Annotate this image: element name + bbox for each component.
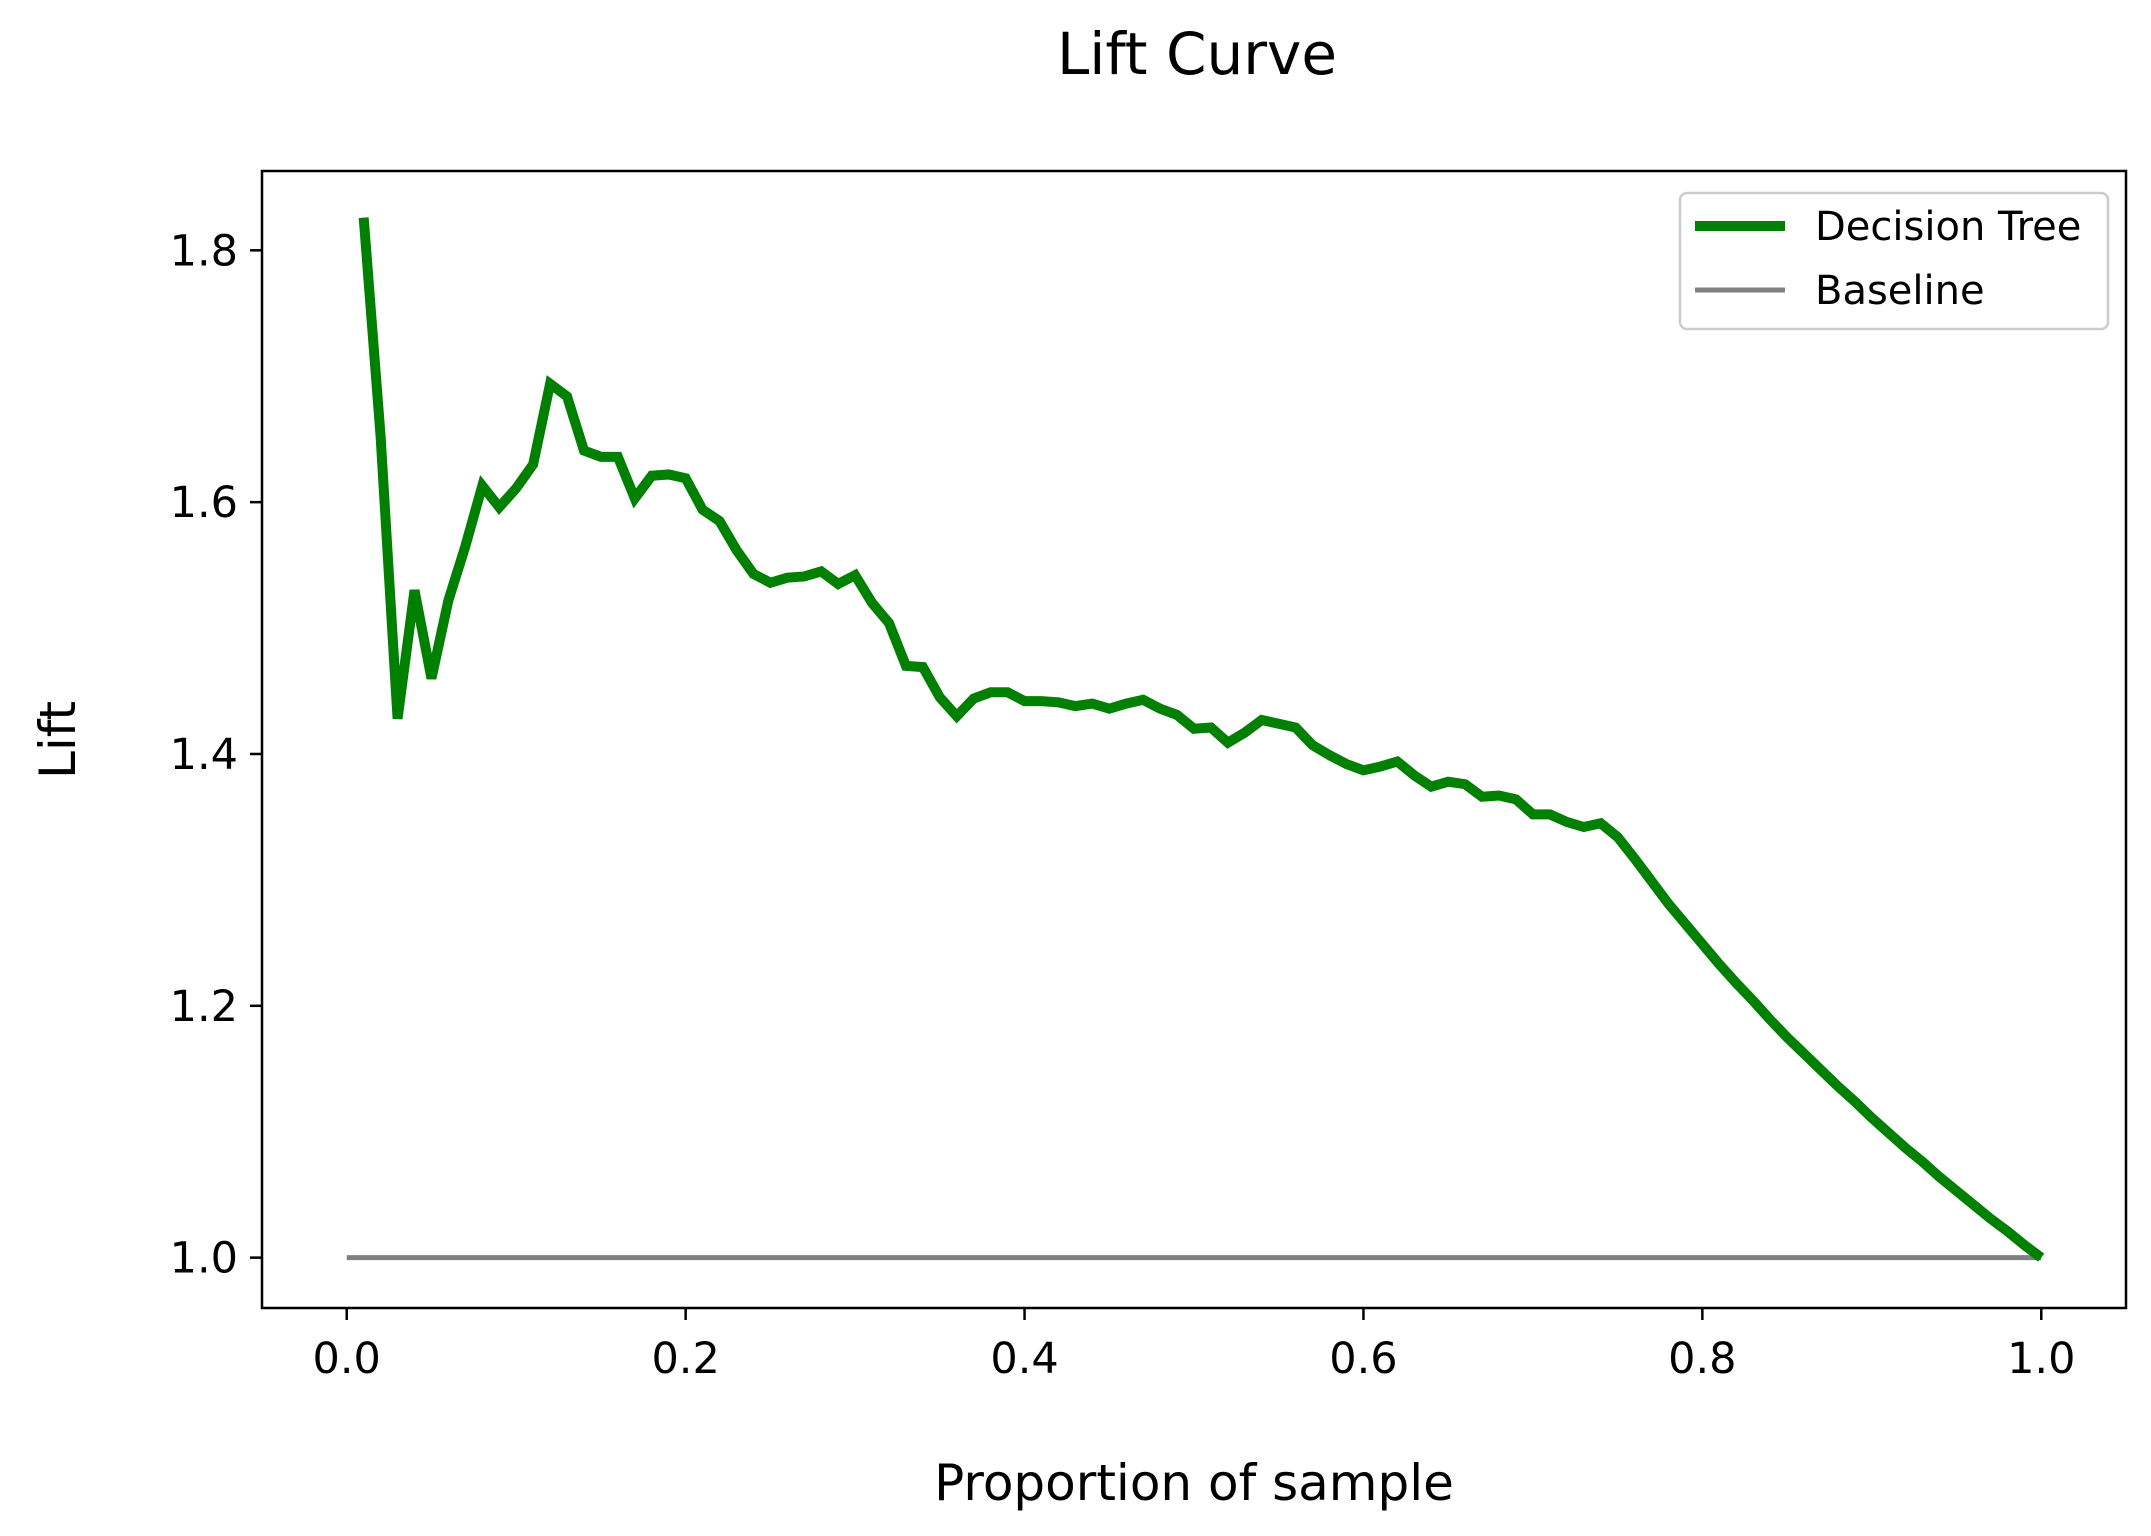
chart-title: Lift Curve <box>1057 20 1337 88</box>
x-tick-label: 1.0 <box>2007 1334 2075 1384</box>
x-tick-label: 0.4 <box>990 1334 1058 1384</box>
x-tick-label: 0.6 <box>1329 1334 1397 1384</box>
x-axis: 0.0 0.2 0.4 0.6 0.8 1.0 <box>313 1308 2075 1384</box>
y-tick-label: 1.0 <box>170 1234 238 1284</box>
y-axis-label: Lift <box>29 701 87 779</box>
x-tick-label: 0.2 <box>651 1334 719 1384</box>
x-tick-label: 0.8 <box>1668 1334 1736 1384</box>
plot-area <box>262 171 2126 1308</box>
y-tick-label: 1.8 <box>170 226 238 276</box>
legend-label-baseline: Baseline <box>1815 268 1985 314</box>
x-tick-label: 0.0 <box>313 1334 381 1384</box>
series-layer <box>346 217 2045 1262</box>
legend: Decision Tree Baseline <box>1678 191 2110 331</box>
y-tick-label: 1.6 <box>170 478 238 528</box>
x-axis-label: Proportion of sample <box>934 1454 1454 1512</box>
y-tick-label: 1.4 <box>170 730 238 780</box>
plot-frame <box>260 169 2128 1310</box>
y-tick-label: 1.2 <box>170 982 238 1032</box>
series-line-decision-tree <box>358 217 2045 1262</box>
legend-box <box>1678 191 2110 331</box>
legend-label-decision-tree: Decision Tree <box>1815 204 2081 250</box>
y-axis: 1.0 1.2 1.4 1.6 1.8 <box>170 226 262 1284</box>
